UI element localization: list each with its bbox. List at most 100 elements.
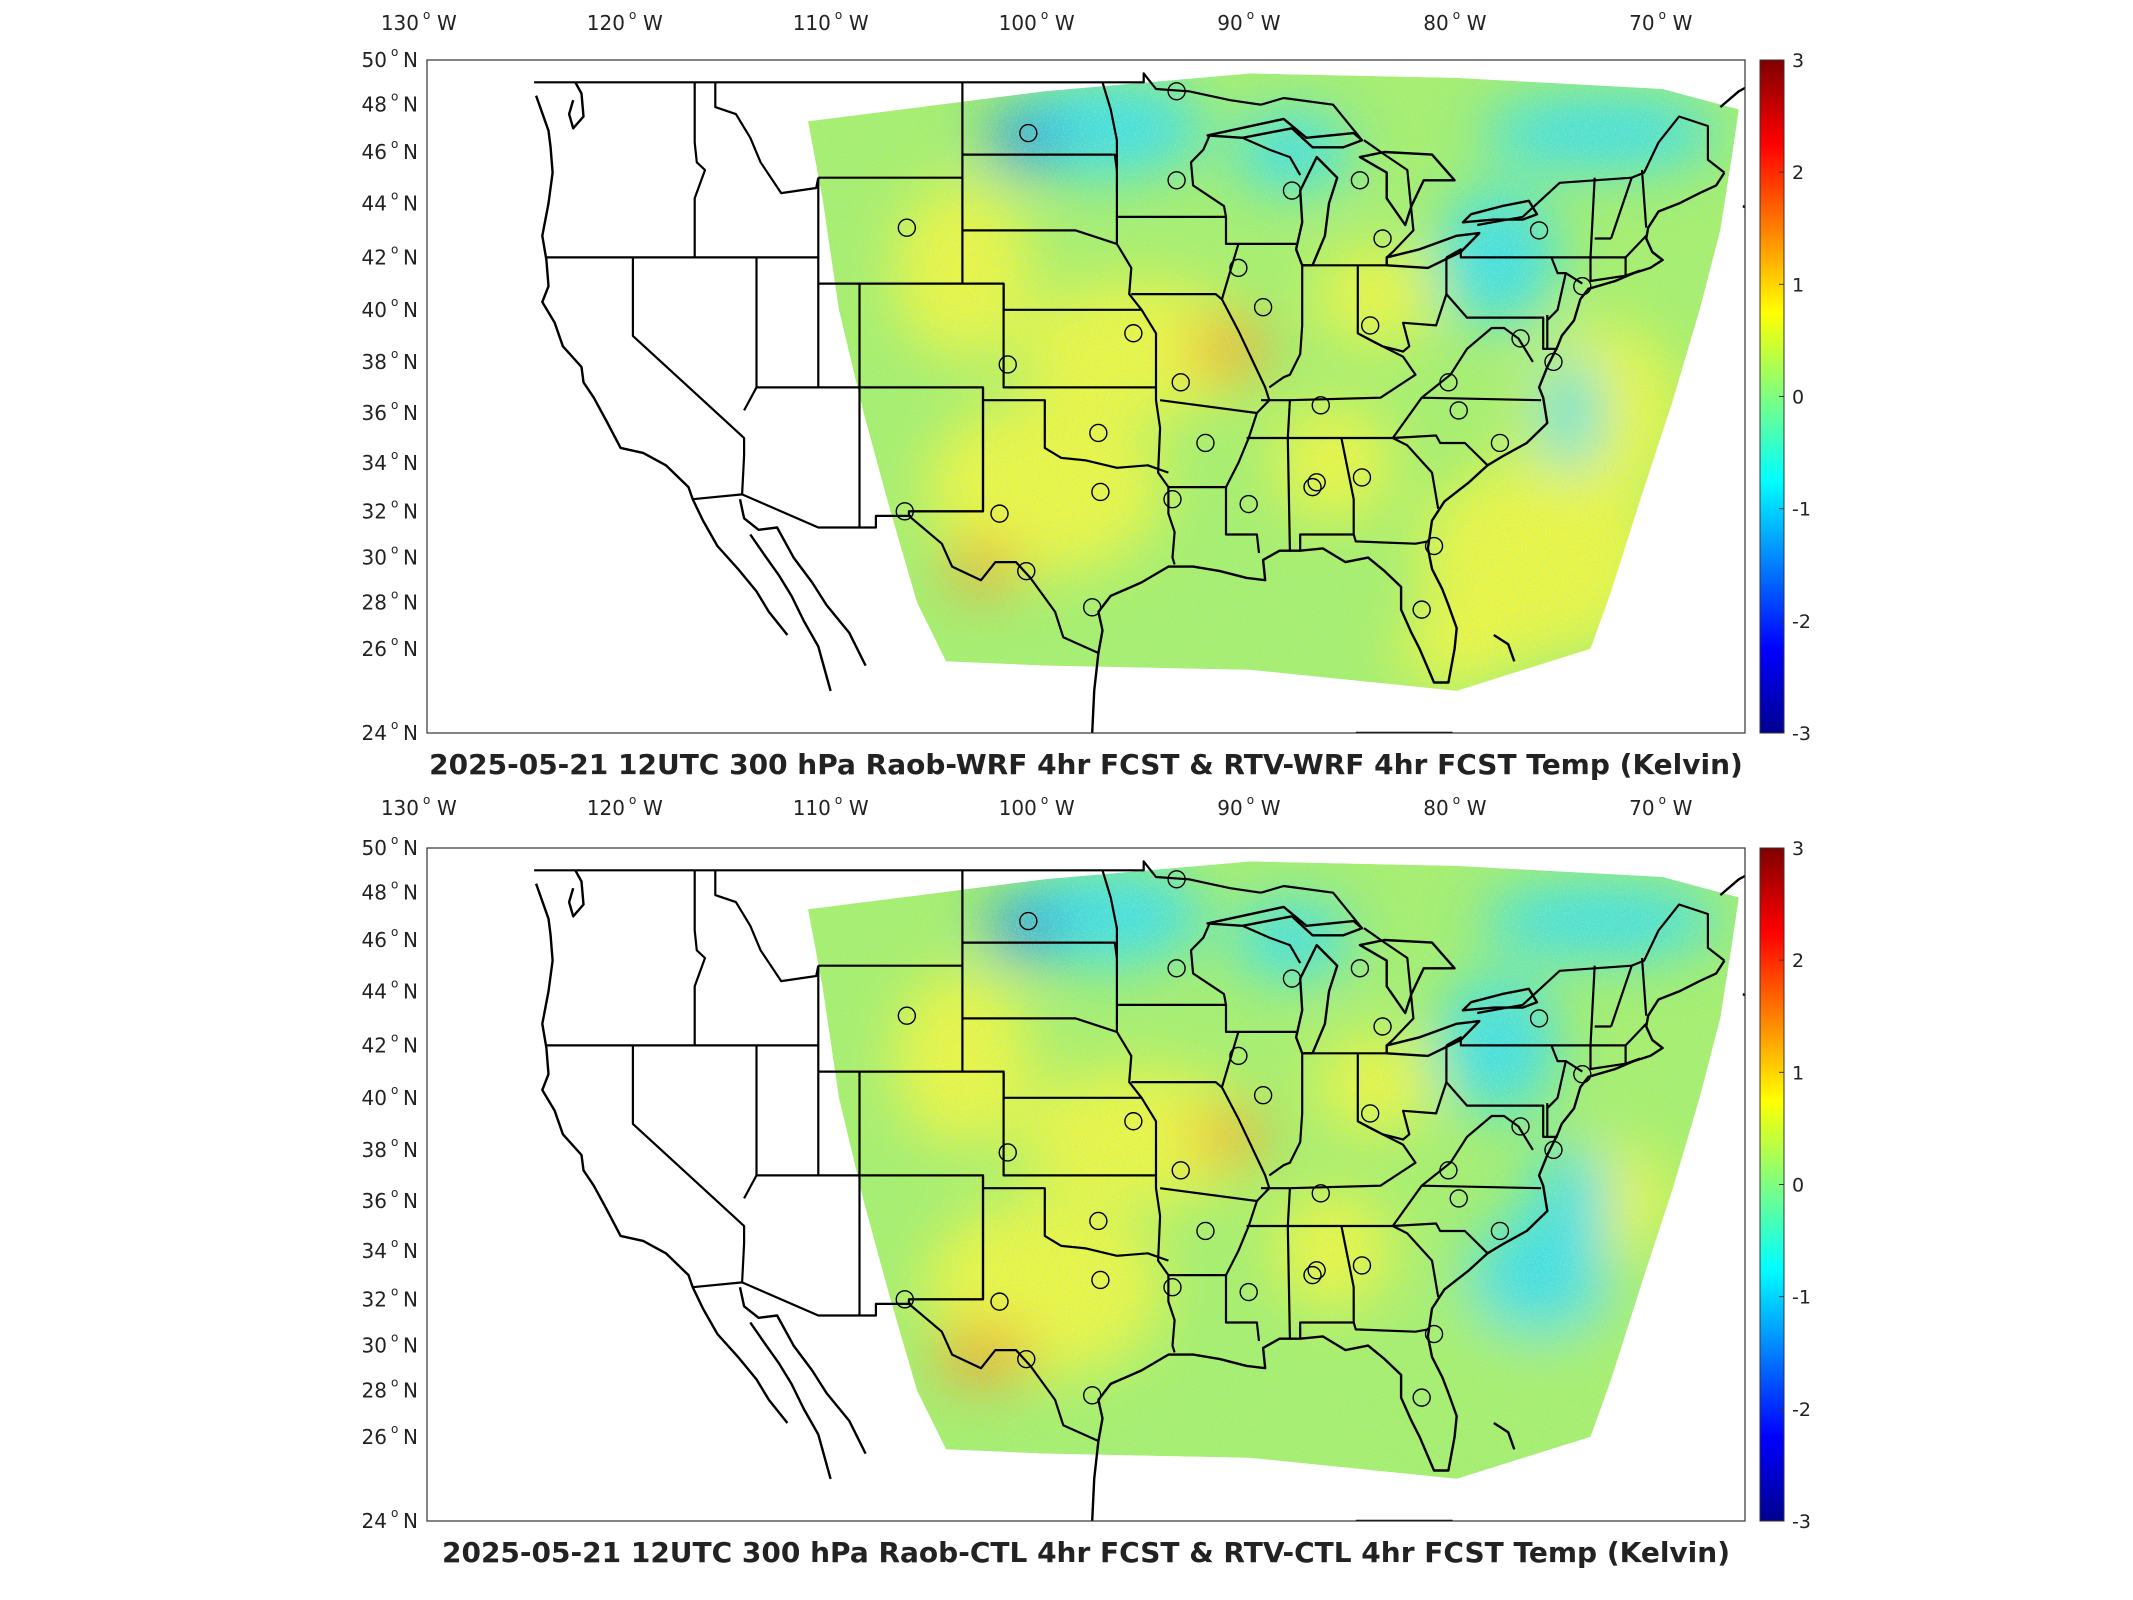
latitude-label: 34 bbox=[362, 1239, 387, 1263]
latitude-label: 24 bbox=[362, 721, 387, 745]
latitude-suffix: N bbox=[403, 1379, 418, 1403]
degree-mark: o bbox=[391, 1331, 398, 1345]
station-marker bbox=[1282, 969, 1302, 988]
station-marker bbox=[1307, 1261, 1326, 1280]
station-marker bbox=[1360, 316, 1380, 335]
station-marker bbox=[1439, 1161, 1458, 1180]
latitude-label: 46 bbox=[362, 928, 387, 952]
station-marker bbox=[1171, 373, 1190, 392]
latitude-label: 32 bbox=[362, 1287, 387, 1311]
panel-title: 2025-05-21 12UTC 300 hPa Raob-CTL 4hr FC… bbox=[442, 1536, 1730, 1569]
longitude-label: 100 bbox=[999, 796, 1037, 820]
station-marker bbox=[1449, 1189, 1468, 1208]
station-marker bbox=[1352, 468, 1372, 487]
latitude-suffix: N bbox=[403, 140, 418, 164]
degree-mark: o bbox=[835, 8, 842, 22]
colorbar-tick-label: 0 bbox=[1792, 1175, 1804, 1197]
latitude-suffix: N bbox=[403, 401, 418, 425]
longitude-suffix: W bbox=[1467, 11, 1487, 35]
degree-mark: o bbox=[391, 90, 398, 104]
longitude-suffix: W bbox=[1055, 796, 1075, 820]
colorbar: 3 2 1 0 -1 -2 -3 bbox=[1759, 50, 1811, 745]
station-marker bbox=[1089, 423, 1108, 443]
latitude-label: 36 bbox=[362, 401, 387, 425]
station-marker bbox=[1449, 401, 1468, 420]
latitude-suffix: N bbox=[403, 928, 418, 952]
station-marker bbox=[1171, 1161, 1190, 1180]
latitude-suffix: N bbox=[403, 499, 418, 523]
latitude-label: 28 bbox=[362, 591, 387, 615]
station-marker bbox=[1196, 433, 1215, 453]
degree-mark: o bbox=[391, 242, 398, 256]
longitude-suffix: W bbox=[437, 11, 457, 35]
map-panel-top: 130 o W 120 o W 110 o W 100 o W 90 o W 80 o W 70 o W50 o N48 o N… bbox=[362, 8, 1811, 781]
longitude-label: 70 bbox=[1629, 11, 1654, 35]
longitude-label: 80 bbox=[1423, 11, 1448, 35]
temperature-difference-field bbox=[808, 861, 1739, 1479]
degree-mark: o bbox=[391, 448, 398, 462]
station-marker bbox=[1091, 482, 1110, 502]
station-marker bbox=[1573, 1065, 1592, 1084]
station-marker bbox=[990, 1292, 1009, 1311]
station-marker bbox=[1490, 1221, 1510, 1241]
degree-mark: o bbox=[391, 295, 398, 309]
degree-mark: o bbox=[423, 8, 430, 22]
station-marker bbox=[1082, 1386, 1102, 1405]
longitude-suffix: W bbox=[1055, 11, 1075, 35]
station-marker bbox=[1412, 600, 1431, 619]
degree-mark: o bbox=[391, 925, 398, 939]
degree-mark: o bbox=[391, 588, 398, 602]
degree-mark: o bbox=[391, 347, 398, 361]
degree-mark: o bbox=[835, 793, 842, 807]
longitude-labels: 130 o W 120 o W 110 o W 100 o W 90 o W 80 o W 70 o W bbox=[381, 8, 1693, 35]
longitude-suffix: W bbox=[1673, 796, 1693, 820]
degree-mark: o bbox=[391, 1186, 398, 1200]
station-marker bbox=[1163, 490, 1182, 509]
latitude-label: 38 bbox=[362, 350, 387, 374]
temperature-difference-field bbox=[808, 73, 1739, 691]
latitude-suffix: N bbox=[403, 1189, 418, 1213]
colorbar-tick-label: 2 bbox=[1792, 950, 1804, 972]
degree-mark: o bbox=[423, 793, 430, 807]
latitude-suffix: N bbox=[403, 48, 418, 72]
degree-mark: o bbox=[391, 1506, 398, 1520]
latitude-suffix: N bbox=[403, 350, 418, 374]
latitude-label: 40 bbox=[362, 1086, 387, 1110]
station-marker bbox=[1490, 433, 1510, 453]
degree-mark: o bbox=[391, 1135, 398, 1149]
station-marker bbox=[1253, 297, 1273, 317]
station-marker bbox=[1424, 536, 1444, 556]
longitude-label: 80 bbox=[1423, 796, 1448, 820]
station-marker bbox=[1253, 1085, 1273, 1105]
degree-mark: o bbox=[391, 45, 398, 59]
colorbar-tick-label: -2 bbox=[1792, 611, 1811, 633]
station-marker bbox=[998, 355, 1017, 374]
latitude-suffix: N bbox=[403, 721, 418, 745]
station-marker bbox=[1439, 373, 1458, 392]
colorbar-tick-label: -3 bbox=[1792, 1511, 1811, 1533]
station-marker bbox=[1089, 1211, 1108, 1231]
station-marker bbox=[1373, 229, 1392, 248]
map-area bbox=[534, 860, 1745, 1521]
latitude-label: 48 bbox=[362, 93, 387, 117]
station-marker bbox=[1529, 1009, 1549, 1028]
degree-mark: o bbox=[1247, 8, 1254, 22]
latitude-suffix: N bbox=[403, 881, 418, 905]
station-marker bbox=[1091, 1270, 1110, 1290]
raob-stations bbox=[895, 870, 1592, 1407]
degree-mark: o bbox=[391, 878, 398, 892]
degree-mark: o bbox=[1041, 793, 1048, 807]
station-marker bbox=[1529, 221, 1549, 240]
station-marker bbox=[1360, 1104, 1380, 1123]
colorbar-tick-label: 1 bbox=[1792, 1062, 1804, 1084]
latitude-suffix: N bbox=[403, 836, 418, 860]
latitude-suffix: N bbox=[403, 1425, 418, 1449]
station-marker bbox=[1239, 1282, 1258, 1302]
longitude-label: 110 bbox=[793, 796, 831, 820]
longitude-label: 90 bbox=[1217, 11, 1242, 35]
longitude-suffix: W bbox=[849, 796, 869, 820]
station-marker bbox=[1017, 1349, 1036, 1369]
longitude-label: 120 bbox=[587, 11, 625, 35]
colorbar-tick-label: -1 bbox=[1792, 1287, 1811, 1309]
station-marker bbox=[1373, 1017, 1392, 1036]
